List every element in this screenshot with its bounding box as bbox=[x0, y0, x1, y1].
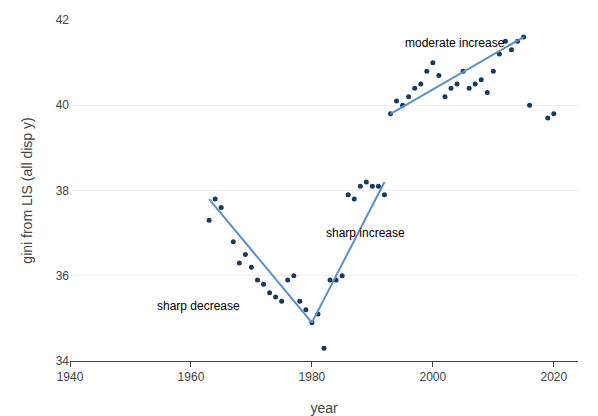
svg-text:2020: 2020 bbox=[540, 370, 567, 384]
svg-text:year: year bbox=[310, 400, 338, 416]
svg-text:2000: 2000 bbox=[420, 370, 447, 384]
svg-text:40: 40 bbox=[56, 98, 70, 112]
svg-text:1980: 1980 bbox=[299, 370, 326, 384]
svg-text:gini from LIS (all disp y): gini from LIS (all disp y) bbox=[19, 117, 35, 263]
svg-text:38: 38 bbox=[56, 184, 70, 198]
svg-text:sharp increase: sharp increase bbox=[326, 226, 405, 240]
svg-text:moderate increase: moderate increase bbox=[405, 36, 505, 50]
svg-text:1940: 1940 bbox=[57, 370, 84, 384]
svg-text:sharp decrease: sharp decrease bbox=[157, 299, 240, 313]
svg-text:36: 36 bbox=[56, 269, 70, 283]
svg-text:1960: 1960 bbox=[178, 370, 205, 384]
svg-text:34: 34 bbox=[56, 354, 70, 368]
svg-text:42: 42 bbox=[56, 13, 70, 27]
